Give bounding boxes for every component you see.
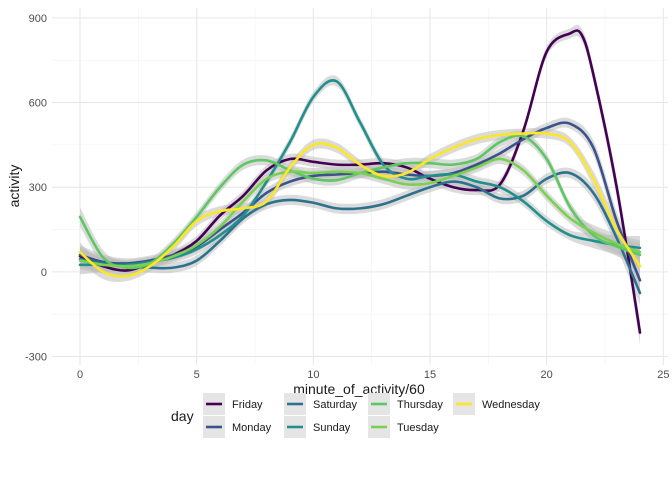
- confidence-band: [80, 24, 640, 345]
- series-line: [78, 157, 642, 268]
- y-tick-label: 300: [29, 182, 47, 194]
- series-lines: [78, 29, 642, 334]
- confidence-band: [80, 153, 640, 273]
- x-tick-label: 25: [657, 369, 669, 381]
- legend-label: Thursday: [397, 399, 443, 411]
- x-tick-label: 5: [194, 369, 200, 381]
- confidence-band: [80, 167, 640, 305]
- x-axis-title: minute_of_activity/60: [293, 381, 425, 397]
- series-line: [78, 131, 642, 278]
- legend-label: Monday: [232, 422, 272, 434]
- y-tick-label: -300: [25, 352, 47, 364]
- x-tick-label: 20: [541, 369, 553, 381]
- y-axis-title: activity: [6, 165, 22, 208]
- x-tick-label: 0: [77, 369, 83, 381]
- x-tick-label: 10: [307, 369, 319, 381]
- legend-label: Wednesday: [482, 399, 540, 411]
- legend-label: Friday: [232, 399, 263, 411]
- legend-label: Saturday: [313, 399, 358, 411]
- legend-title: day: [171, 408, 194, 424]
- legend-label: Sunday: [313, 422, 351, 434]
- major-gridlines: [52, 8, 668, 365]
- y-tick-label: 0: [41, 267, 47, 279]
- series-line: [78, 79, 642, 267]
- y-tick-label: 600: [29, 98, 47, 110]
- legend-label: Tuesday: [397, 422, 439, 434]
- y-axis-tick-labels: -300 0 300 600 900: [25, 13, 47, 364]
- x-tick-label: 15: [424, 369, 436, 381]
- y-tick-label: 900: [29, 13, 47, 25]
- confidence-bands: [80, 24, 640, 345]
- minor-gridlines: [52, 8, 668, 365]
- series-line: [78, 171, 642, 295]
- legend: day Friday Monday Saturday Sunday Thursday Tu…: [171, 393, 540, 438]
- x-axis-tick-labels: 0 5 10 15 20 25: [77, 369, 670, 381]
